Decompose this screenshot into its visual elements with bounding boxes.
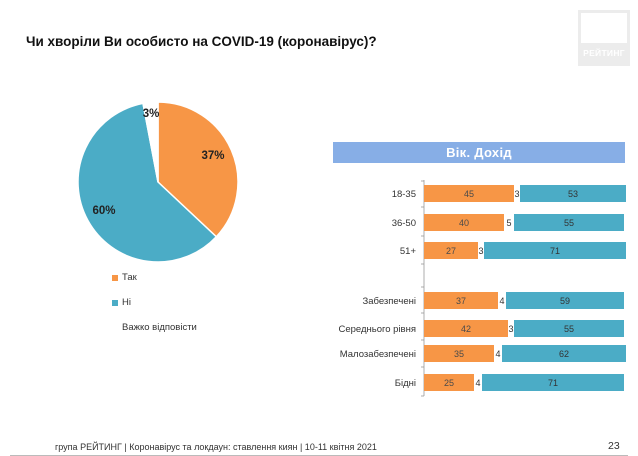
bar-segment-yes (424, 214, 504, 231)
bar-segment-no (506, 292, 624, 309)
bar-segment-no (502, 345, 626, 362)
bar-segment-hard (514, 185, 520, 202)
bar-data-label: 40 (459, 218, 469, 228)
bar-segment-hard (474, 374, 482, 391)
bar-data-label: 53 (568, 189, 578, 199)
bar-segment-yes (424, 345, 494, 362)
bar-category-label: Забезпечені (363, 296, 417, 307)
bar-segment-hard (478, 242, 484, 259)
bar-data-label: 55 (564, 218, 574, 228)
bar-segment-yes (424, 292, 498, 309)
bar-segment-no (520, 185, 626, 202)
bar-data-label: 3 (478, 246, 483, 256)
bar-data-label: 25 (444, 378, 454, 388)
bar-segment-no (482, 374, 624, 391)
bar-data-label: 3 (508, 324, 513, 334)
section-banner: Вік. Дохід (333, 142, 625, 163)
bar-segment-no (514, 320, 624, 337)
legend-label-yes: Так (122, 272, 137, 283)
logo-block (581, 13, 627, 43)
bar-data-label: 62 (559, 349, 569, 359)
bar-data-label: 4 (499, 296, 504, 306)
bar-segment-no (484, 242, 626, 259)
pie-slice-1 (77, 102, 218, 263)
slide-title: Чи хворіли Ви особисто на COVID-19 (коро… (26, 34, 377, 49)
legend-swatch-no (112, 299, 118, 306)
bar-data-label: 35 (454, 349, 464, 359)
pie-slice-0 (157, 101, 239, 238)
pie-label-1: 60% (92, 205, 115, 217)
legend-item-hard: Важко відповісти (122, 322, 197, 333)
footer-text: група РЕЙТИНГ | Коронавірус та локдаун: … (55, 442, 377, 452)
pie-label-0: 37% (201, 150, 224, 162)
bar-segment-yes (424, 374, 474, 391)
bar-category-label: 18-35 (392, 189, 416, 200)
rating-logo: РЕЙТИНГ (578, 10, 630, 66)
bar-segment-hard (508, 320, 514, 337)
bar-data-label: 59 (560, 296, 570, 306)
bar-data-label: 42 (461, 324, 471, 334)
legend-item-no: Ні (112, 297, 131, 308)
bar-data-label: 71 (548, 378, 558, 388)
bar-segment-hard (494, 345, 502, 362)
page-number: 23 (608, 440, 620, 452)
logo-text: РЕЙТИНГ (583, 48, 625, 58)
bar-data-label: 45 (464, 189, 474, 199)
bar-category-label: 36-50 (392, 218, 416, 229)
legend-item-yes: Так (112, 272, 137, 283)
bar-data-label: 55 (564, 324, 574, 334)
bar-category-label: Бідні (395, 378, 416, 389)
bar-data-label: 4 (495, 349, 500, 359)
legend-swatch-yes (112, 274, 118, 281)
bar-data-label: 3 (514, 189, 519, 199)
legend-label-hard: Важко відповісти (122, 322, 197, 333)
bar-segment-yes (424, 242, 478, 259)
bar-segment-hard (498, 292, 506, 309)
bar-segment-yes (424, 320, 508, 337)
bar-segment-yes (424, 185, 514, 202)
bar-segment-no (514, 214, 624, 231)
bar-data-label: 37 (456, 296, 466, 306)
bar-data-label: 71 (550, 246, 560, 256)
bar-data-label: 4 (475, 378, 480, 388)
bar-data-label: 27 (446, 246, 456, 256)
pie-slice-2 (142, 101, 159, 183)
bar-category-label: 51+ (400, 246, 417, 257)
pie-label-2: 3% (143, 108, 160, 120)
bar-segment-hard (504, 214, 514, 231)
legend-label-no: Ні (122, 297, 131, 308)
bar-category-label: Середнього рівня (338, 324, 416, 335)
bar-data-label: 5 (506, 218, 511, 228)
bar-category-label: Малозабезпечені (340, 349, 416, 360)
